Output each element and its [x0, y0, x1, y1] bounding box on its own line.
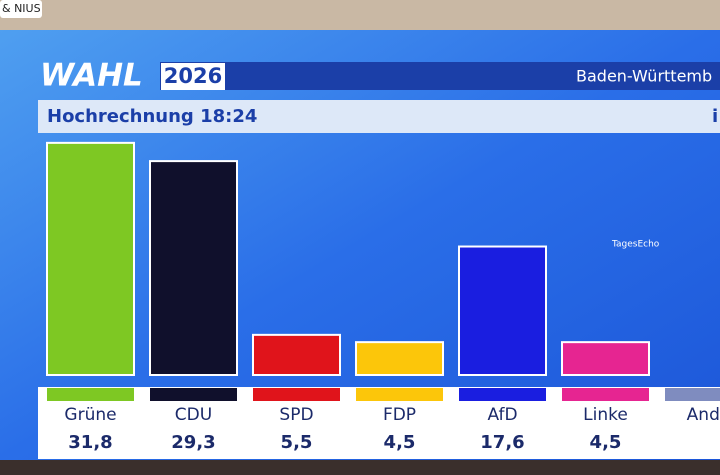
value-label: 4,5 [384, 432, 416, 453]
party-label: SPD [279, 405, 313, 425]
logo-year: 2026 [164, 64, 222, 88]
value-label: 4,5 [590, 432, 622, 453]
color-strip [47, 388, 134, 401]
bar [561, 341, 650, 376]
info-mark: i [712, 106, 718, 127]
party-label: Ande [687, 405, 720, 425]
value-label: 31,8 [68, 432, 112, 453]
header-band [160, 62, 720, 90]
chart-title: Hochrechnung 18:24 [47, 106, 257, 127]
title-band [38, 100, 720, 133]
bar [355, 341, 444, 376]
party-label: Grüne [64, 405, 116, 425]
source-badge [0, 0, 42, 18]
party-label: CDU [175, 405, 212, 425]
color-strip [150, 388, 237, 401]
color-strip [562, 388, 649, 401]
party-label: FDP [383, 405, 416, 425]
color-strip [665, 388, 720, 401]
region: Baden-Württemb [576, 67, 712, 86]
value-label: 29,3 [171, 432, 215, 453]
watermark: TagesEcho [611, 240, 660, 250]
background-photo [0, 460, 720, 475]
bar [149, 160, 238, 376]
value-label: 17,6 [480, 432, 524, 453]
color-strip [253, 388, 340, 401]
party-label: Linke [583, 405, 628, 425]
logo-year-box [161, 63, 225, 90]
bar [46, 141, 135, 376]
source-tag: & NIUS [2, 2, 41, 15]
value-label: 5,5 [281, 432, 313, 453]
color-strip [356, 388, 443, 401]
color-strip [459, 388, 546, 401]
bar [458, 245, 547, 376]
bar [252, 333, 341, 377]
logo-word: WAHL [40, 58, 143, 94]
party-label: AfD [487, 405, 517, 425]
background-photo [0, 0, 720, 30]
